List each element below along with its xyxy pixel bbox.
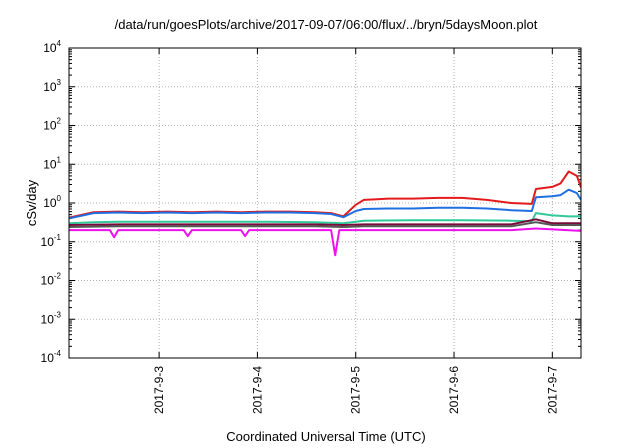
y-tick-label: 10-1 [41, 233, 62, 249]
series-line-6 [69, 227, 581, 257]
y-tick-label: 10-4 [41, 349, 62, 365]
x-tick-label: 2017-9-4 [250, 366, 264, 414]
series-line-3 [69, 212, 581, 225]
chart-title: /data/run/goesPlots/archive/2017-09-07/0… [115, 17, 538, 32]
y-tick-label: 104 [43, 39, 61, 55]
series-line-4 [69, 218, 581, 226]
y-tick-label: 101 [43, 155, 61, 171]
y-tick-label: 103 [43, 78, 61, 94]
x-tick-label: 2017-9-5 [349, 366, 363, 414]
y-tick-label: 102 [43, 117, 61, 133]
plot-frame [68, 47, 582, 359]
series-lines [69, 170, 581, 257]
x-tick-label: 2017-9-6 [447, 366, 461, 414]
y-tick-label: 10-2 [41, 272, 62, 288]
series-line-5 [69, 221, 581, 228]
x-tick-label: 2017-9-3 [152, 366, 166, 414]
y-tick-label: 100 [43, 194, 61, 210]
x-axis-ticks: 2017-9-3 2017-9-4 2017-9-5 2017-9-6 2017-9-7 [152, 48, 559, 414]
y-axis-ticks: 10-4 10-3 10-2 10-1 100 101 102 103 104 [41, 39, 581, 365]
x-tick-label: 2017-9-7 [545, 366, 559, 414]
y-axis-label: cSv/day [24, 179, 39, 226]
y-tick-label: 10-3 [41, 310, 62, 326]
x-axis-label: Coordinated Universal Time (UTC) [226, 429, 425, 444]
series-line-2 [69, 188, 581, 220]
